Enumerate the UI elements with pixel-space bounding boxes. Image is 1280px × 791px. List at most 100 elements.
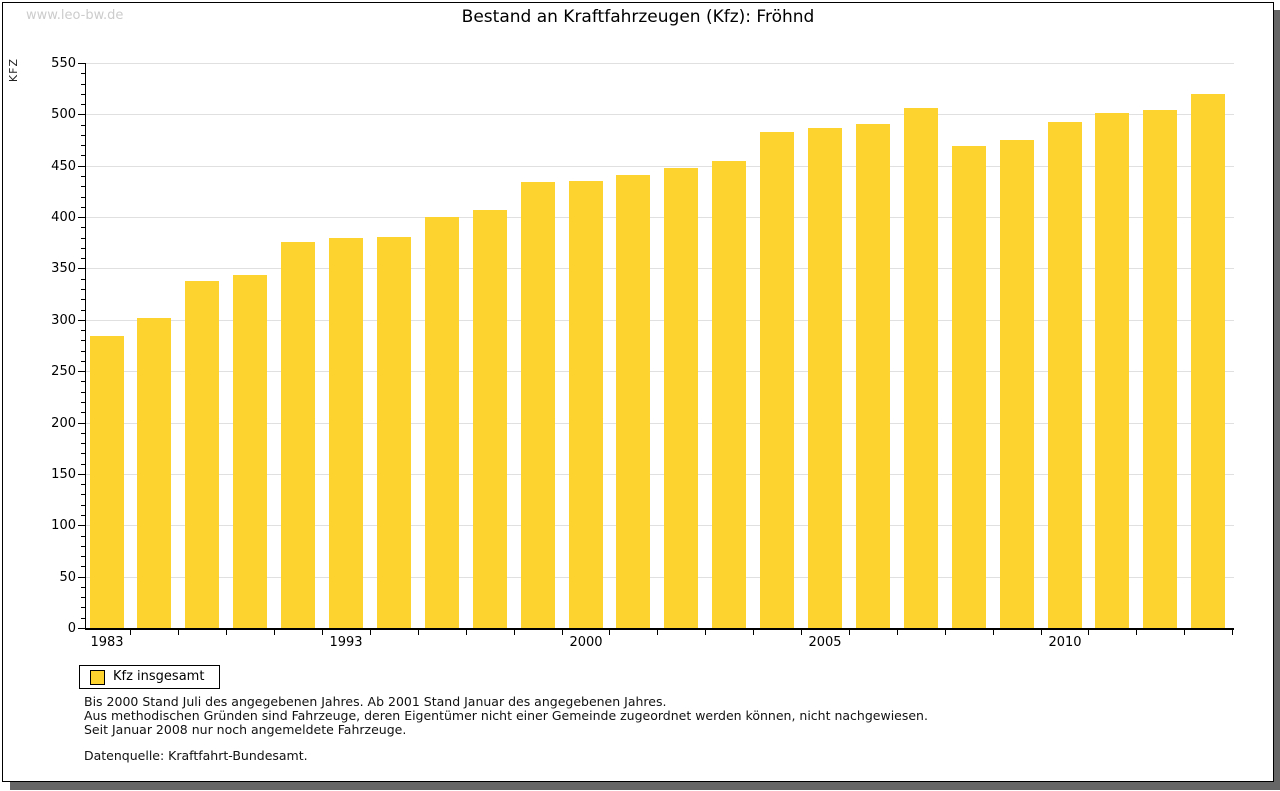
bar-2004 bbox=[760, 132, 794, 628]
bar-1991 bbox=[281, 242, 315, 628]
gridline-250 bbox=[85, 371, 1234, 372]
y-minor-tick-480 bbox=[81, 135, 85, 136]
bar-2011 bbox=[1095, 113, 1129, 628]
y-minor-tick-280 bbox=[81, 340, 85, 341]
y-minor-tick-330 bbox=[81, 289, 85, 290]
x-tick-20 bbox=[1041, 630, 1042, 635]
x-tick-23 bbox=[1184, 630, 1185, 635]
footnote-line: Seit Januar 2008 nur noch angemeldete Fa… bbox=[84, 722, 407, 737]
y-minor-tick-410 bbox=[81, 207, 85, 208]
y-minor-tick-270 bbox=[81, 351, 85, 352]
y-minor-tick-430 bbox=[81, 186, 85, 187]
y-major-tick-500 bbox=[78, 114, 85, 115]
bar-2002 bbox=[664, 168, 698, 628]
y-major-tick-200 bbox=[78, 423, 85, 424]
y-minor-tick-220 bbox=[81, 402, 85, 403]
y-minor-tick-240 bbox=[81, 381, 85, 382]
y-tick-label-250: 250 bbox=[51, 364, 76, 379]
x-tick-21 bbox=[1088, 630, 1089, 635]
bar-2007 bbox=[904, 108, 938, 628]
bar-2001 bbox=[616, 175, 650, 628]
y-major-tick-100 bbox=[78, 525, 85, 526]
y-minor-tick-10 bbox=[81, 618, 85, 619]
bar-2010 bbox=[1048, 122, 1082, 628]
x-tick-19 bbox=[993, 630, 994, 635]
y-tick-label-200: 200 bbox=[51, 416, 76, 431]
x-tick-22 bbox=[1136, 630, 1137, 635]
y-minor-tick-540 bbox=[81, 73, 85, 74]
chart-title: Bestand an Kraftfahrzeugen (Kfz): Fröhnd bbox=[461, 7, 815, 27]
y-minor-tick-180 bbox=[81, 443, 85, 444]
y-axis-line bbox=[85, 63, 86, 628]
bar-2013 bbox=[1191, 94, 1225, 628]
x-tick-1 bbox=[130, 630, 131, 635]
y-minor-tick-260 bbox=[81, 361, 85, 362]
y-minor-tick-110 bbox=[81, 515, 85, 516]
y-minor-tick-530 bbox=[81, 84, 85, 85]
footnote-line: Aus methodischen Gründen sind Fahrzeuge,… bbox=[84, 708, 928, 723]
bar-2005 bbox=[808, 128, 842, 628]
bar-1997 bbox=[425, 217, 459, 628]
legend: Kfz insgesamt bbox=[79, 665, 220, 689]
y-tick-label-450: 450 bbox=[51, 159, 76, 174]
legend-label: Kfz insgesamt bbox=[113, 669, 205, 684]
y-minor-tick-170 bbox=[81, 453, 85, 454]
y-minor-tick-370 bbox=[81, 248, 85, 249]
y-minor-tick-360 bbox=[81, 258, 85, 259]
bar-2012 bbox=[1143, 110, 1177, 628]
x-tick-5 bbox=[322, 630, 323, 635]
y-tick-label-400: 400 bbox=[51, 210, 76, 225]
y-tick-label-0: 0 bbox=[67, 621, 76, 636]
x-tick-label-1983: 1983 bbox=[90, 635, 124, 650]
y-major-tick-50 bbox=[78, 577, 85, 578]
footnotes: Bis 2000 Stand Juli des angegebenen Jahr… bbox=[84, 695, 928, 763]
footnote-line: Bis 2000 Stand Juli des angegebenen Jahr… bbox=[84, 694, 667, 709]
x-tick-label-1993: 1993 bbox=[329, 635, 363, 650]
y-minor-tick-470 bbox=[81, 145, 85, 146]
chart-sheet: www.leo-bw.de Bestand an Kraftfahrzeugen… bbox=[2, 2, 1274, 782]
x-tick-2 bbox=[178, 630, 179, 635]
x-tick-11 bbox=[609, 630, 610, 635]
y-minor-tick-80 bbox=[81, 546, 85, 547]
y-minor-tick-510 bbox=[81, 104, 85, 105]
y-minor-tick-230 bbox=[81, 392, 85, 393]
y-major-tick-300 bbox=[78, 320, 85, 321]
y-minor-tick-290 bbox=[81, 330, 85, 331]
y-minor-tick-120 bbox=[81, 505, 85, 506]
gridline-150 bbox=[85, 474, 1234, 475]
y-minor-tick-380 bbox=[81, 238, 85, 239]
y-major-tick-550 bbox=[78, 63, 85, 64]
bar-1989 bbox=[233, 275, 267, 628]
gridline-100 bbox=[85, 525, 1234, 526]
x-tick-10 bbox=[562, 630, 563, 635]
y-minor-tick-130 bbox=[81, 494, 85, 495]
x-tick-13 bbox=[705, 630, 706, 635]
x-tick-14 bbox=[753, 630, 754, 635]
bar-2003 bbox=[712, 161, 746, 628]
bar-2006 bbox=[856, 124, 890, 628]
bar-1995 bbox=[377, 237, 411, 628]
bar-1987 bbox=[185, 281, 219, 628]
x-axis-line bbox=[85, 628, 1234, 630]
y-minor-tick-140 bbox=[81, 484, 85, 485]
x-tick-label-2000: 2000 bbox=[569, 635, 603, 650]
bar-1983 bbox=[90, 336, 124, 628]
gridline-500 bbox=[85, 114, 1234, 115]
x-tick-6 bbox=[370, 630, 371, 635]
bar-2008 bbox=[952, 146, 986, 628]
y-minor-tick-490 bbox=[81, 125, 85, 126]
y-major-tick-0 bbox=[78, 628, 85, 629]
gridline-200 bbox=[85, 423, 1234, 424]
x-tick-9 bbox=[514, 630, 515, 635]
x-tick-4 bbox=[274, 630, 275, 635]
y-minor-tick-460 bbox=[81, 155, 85, 156]
y-minor-tick-310 bbox=[81, 310, 85, 311]
bar-2000 bbox=[569, 181, 603, 628]
y-minor-tick-160 bbox=[81, 464, 85, 465]
x-tick-18 bbox=[945, 630, 946, 635]
gridline-400 bbox=[85, 217, 1234, 218]
y-minor-tick-440 bbox=[81, 176, 85, 177]
y-minor-tick-520 bbox=[81, 94, 85, 95]
y-major-tick-150 bbox=[78, 474, 85, 475]
y-minor-tick-90 bbox=[81, 536, 85, 537]
